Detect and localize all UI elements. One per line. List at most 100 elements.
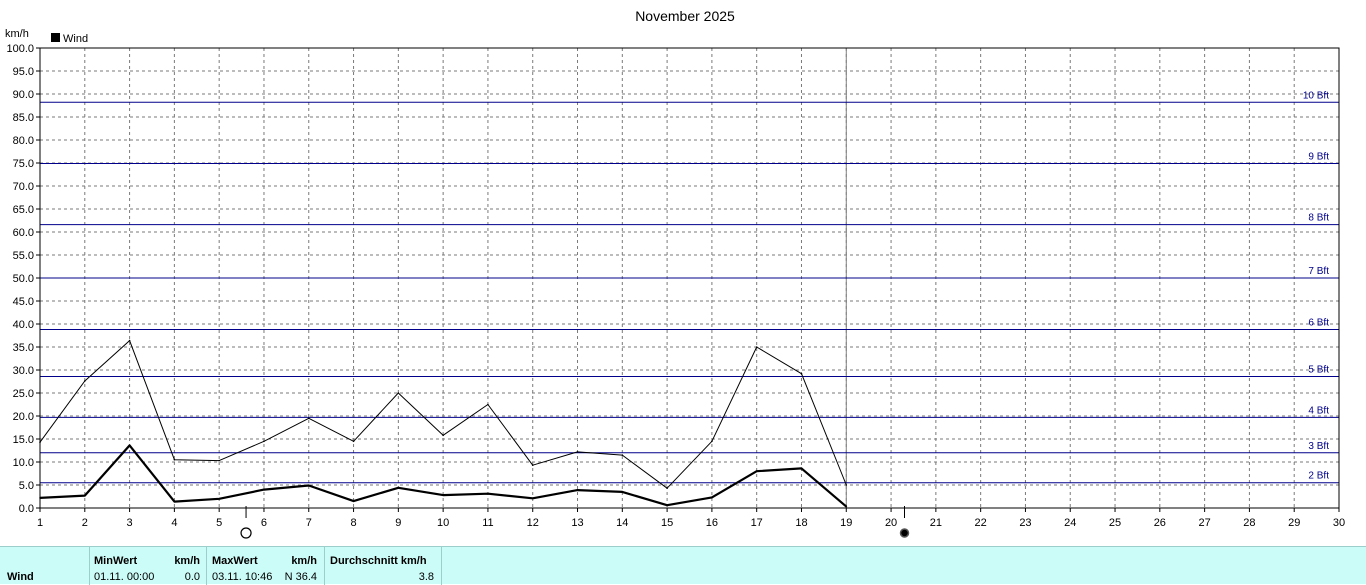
y-tick-label: 65.0	[13, 204, 34, 216]
beaufort-label: 4 Bft	[1308, 405, 1329, 416]
data-point	[263, 488, 265, 491]
y-axis-ticks: 0.0 5.0 10.0 15.0 20.0 25.0 30.0 35.0 40.0 45.0 50…	[6, 43, 40, 515]
data-point	[621, 491, 624, 493]
data-point	[487, 492, 489, 495]
x-tick-label: 23	[1019, 517, 1031, 529]
x-tick-label: 29	[1288, 517, 1300, 529]
data-point	[666, 487, 668, 490]
stats-label-cell: Wind	[0, 547, 90, 585]
data-point	[442, 494, 444, 496]
data-point	[307, 417, 310, 420]
y-tick-label: 25.0	[13, 388, 34, 400]
series	[39, 339, 848, 508]
data-point	[487, 403, 489, 406]
x-tick-label: 11	[482, 517, 493, 529]
data-point	[397, 392, 400, 394]
legend-label-wind: Wind	[63, 33, 88, 45]
wind-chart: November 2025 km/h Wind 2 Bft 3 Bft 4 Bft 5…	[5, 8, 1345, 539]
x-tick-label: 26	[1154, 517, 1166, 529]
y-tick-label: 0.0	[19, 503, 34, 515]
data-point	[711, 496, 713, 499]
x-tick-label: 21	[930, 517, 942, 529]
x-tick-label: 8	[350, 517, 356, 529]
avg-header: Durchschnitt km/h	[330, 555, 427, 567]
data-point	[218, 459, 220, 462]
data-point	[755, 470, 758, 473]
y-tick-label: 10.0	[13, 457, 34, 469]
x-tick-label: 18	[795, 517, 807, 529]
statistics-bar: Wind MinWert km/h 01.11. 00:00 0.0 MaxWe…	[0, 546, 1366, 585]
y-tick-label: 20.0	[13, 411, 34, 423]
max-value: N 36.4	[284, 571, 317, 583]
beaufort-label: 9 Bft	[1308, 151, 1329, 162]
stats-avg-cell: Durchschnitt km/h 3.8	[325, 547, 442, 585]
x-tick-label: 25	[1109, 517, 1121, 529]
y-tick-label: 5.0	[19, 480, 34, 492]
moon-phases	[240, 506, 910, 539]
x-tick-label: 5	[216, 517, 222, 529]
beaufort-label: 6 Bft	[1308, 318, 1329, 329]
data-point	[576, 489, 579, 491]
y-axis-unit-label: km/h	[5, 28, 29, 40]
beaufort-lines: 2 Bft 3 Bft 4 Bft 5 Bft 6 Bft 7 Bft 8 Bft 9 Bft…	[40, 90, 1339, 484]
data-point	[128, 444, 131, 447]
x-tick-label: 19	[840, 517, 852, 529]
y-tick-label: 40.0	[13, 319, 34, 331]
x-tick-label: 7	[306, 517, 312, 529]
y-tick-label: 80.0	[13, 135, 34, 147]
y-tick-label: 50.0	[13, 273, 34, 285]
y-tick-label: 85.0	[13, 112, 34, 124]
x-tick-label: 28	[1243, 517, 1255, 529]
data-point	[307, 484, 310, 487]
beaufort-label: 8 Bft	[1308, 213, 1329, 224]
data-point	[845, 505, 848, 508]
data-point	[531, 464, 534, 467]
stats-min-cell: MinWert km/h 01.11. 00:00 0.0	[90, 547, 207, 585]
x-tick-label: 24	[1064, 517, 1076, 529]
x-tick-label: 13	[571, 517, 583, 529]
max-header: MaxWert	[212, 555, 258, 567]
data-point	[218, 498, 220, 500]
data-point	[83, 380, 86, 382]
full-moon-icon	[240, 527, 252, 539]
data-point	[711, 440, 713, 443]
y-tick-label: 70.0	[13, 181, 34, 193]
x-tick-label: 15	[661, 517, 673, 529]
y-tick-label: 55.0	[13, 250, 34, 262]
x-tick-label: 16	[706, 517, 718, 529]
data-point	[666, 504, 668, 507]
data-point	[352, 440, 355, 443]
y-tick-label: 30.0	[13, 365, 34, 377]
data-point	[800, 372, 803, 375]
data-point	[173, 500, 176, 503]
data-point	[263, 440, 265, 443]
data-point	[173, 458, 176, 461]
min-header: MinWert	[94, 555, 138, 567]
chart-legend: Wind	[51, 33, 88, 45]
y-tick-label: 15.0	[13, 434, 34, 446]
y-tick-label: 45.0	[13, 296, 34, 308]
x-tick-label: 27	[1198, 517, 1210, 529]
x-tick-label: 4	[171, 517, 177, 529]
x-tick-label: 12	[527, 517, 539, 529]
legend-swatch-wind	[51, 33, 60, 42]
data-point	[352, 500, 355, 502]
max-time: 03.11. 10:46	[212, 571, 273, 583]
data-point	[397, 486, 400, 489]
x-tick-label: 2	[82, 517, 88, 529]
x-tick-label: 22	[975, 517, 987, 529]
data-point	[845, 484, 848, 486]
max-unit: km/h	[291, 555, 317, 567]
y-tick-label: 90.0	[13, 89, 34, 101]
x-tick-label: 6	[261, 517, 267, 529]
beaufort-label: 10 Bft	[1303, 90, 1329, 101]
y-tick-label: 35.0	[13, 342, 34, 354]
min-unit: km/h	[174, 555, 200, 567]
data-point	[621, 454, 624, 456]
data-point	[755, 346, 758, 348]
chart-title: November 2025	[635, 8, 735, 24]
x-tick-label: 9	[395, 517, 401, 529]
data-point	[128, 339, 131, 342]
beaufort-label: 5 Bft	[1308, 364, 1329, 375]
stats-max-cell: MaxWert km/h 03.11. 10:46 N 36.4	[207, 547, 325, 585]
